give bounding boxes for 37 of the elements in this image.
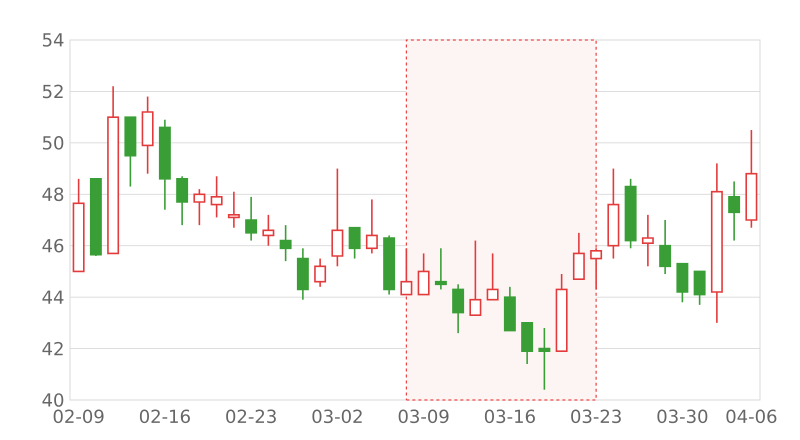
candlestick bbox=[728, 180, 740, 242]
candlestick bbox=[176, 175, 188, 226]
x-tick-label: 03-23 bbox=[571, 410, 621, 424]
candlestick bbox=[452, 283, 464, 334]
x-tick-label: 03-16 bbox=[484, 410, 535, 424]
candlestick bbox=[245, 196, 258, 242]
x-tick-label: 03-30 bbox=[657, 410, 708, 424]
candlestick bbox=[434, 247, 447, 290]
candlestick bbox=[348, 226, 361, 260]
candlestick bbox=[538, 327, 550, 391]
x-tick-label: 03-02 bbox=[312, 410, 362, 424]
y-tick-label: 40 bbox=[42, 393, 64, 407]
candlestick bbox=[659, 219, 672, 275]
candlestick bbox=[694, 270, 706, 306]
x-tick-label: 02-16 bbox=[140, 410, 190, 424]
y-tick-label: 54 bbox=[42, 33, 64, 47]
candlestick bbox=[210, 175, 223, 218]
candlestick bbox=[469, 240, 482, 316]
y-tick-label: 52 bbox=[42, 84, 63, 98]
candlestick bbox=[193, 188, 206, 226]
candlestick bbox=[366, 198, 378, 254]
candlestick bbox=[642, 214, 654, 268]
y-tick-label: 48 bbox=[42, 187, 64, 202]
candlestick bbox=[418, 252, 430, 296]
y-tick-label: 50 bbox=[42, 136, 64, 150]
x-tick-label: 02-09 bbox=[54, 410, 104, 424]
x-tick-label: 02-23 bbox=[226, 410, 276, 424]
candlestick bbox=[262, 214, 274, 247]
candlestick bbox=[228, 190, 240, 229]
candlestick bbox=[280, 224, 292, 262]
y-tick-label: 42 bbox=[42, 342, 63, 356]
y-tick-label: 46 bbox=[42, 238, 64, 253]
candlestick bbox=[314, 258, 326, 288]
y-tick-label: 44 bbox=[42, 290, 64, 304]
candlestick bbox=[486, 252, 499, 301]
x-tick-label: 03-09 bbox=[398, 410, 449, 424]
x-tick-label: 04-06 bbox=[726, 410, 776, 424]
